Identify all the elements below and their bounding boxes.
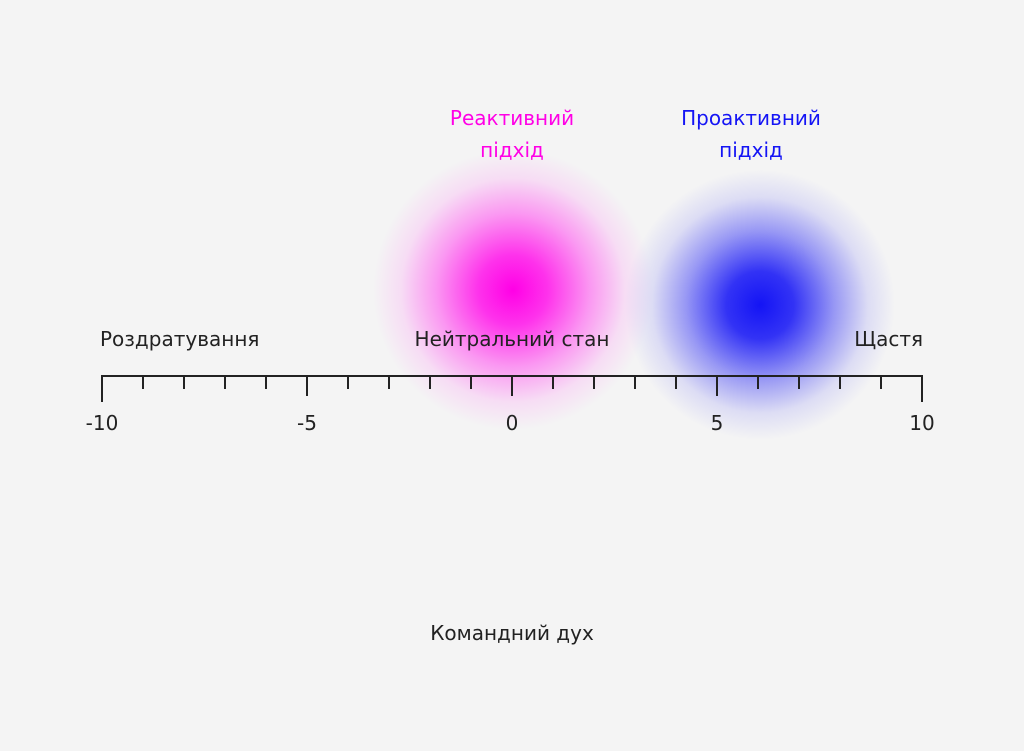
proactive-approach-line1: Проактивний: [681, 106, 821, 130]
reactive-approach-line1: Реактивний: [449, 106, 575, 130]
axis-tick-label: -5: [297, 411, 317, 435]
scale-label-happiness: Щастя: [854, 327, 923, 351]
proactive-approach-label: Проактивний підхід: [681, 102, 821, 166]
proactive-approach-blob: [625, 170, 895, 440]
reactive-approach-label: Реактивний підхід: [450, 102, 574, 166]
scale-label-irritation: Роздратування: [100, 327, 260, 351]
reactive-approach-line2: підхід: [480, 138, 544, 162]
axis-tick-label: 5: [710, 411, 724, 435]
footer-title: Командний дух: [430, 621, 594, 645]
axis-tick-label: 0: [505, 411, 519, 435]
scale-label-neutral: Нейтральний стан: [414, 327, 610, 351]
axis-tick-label: -10: [85, 411, 119, 435]
proactive-approach-line2: підхід: [719, 138, 783, 162]
axis-tick-label: 10: [909, 411, 935, 435]
axis-ticks: [101, 375, 923, 402]
